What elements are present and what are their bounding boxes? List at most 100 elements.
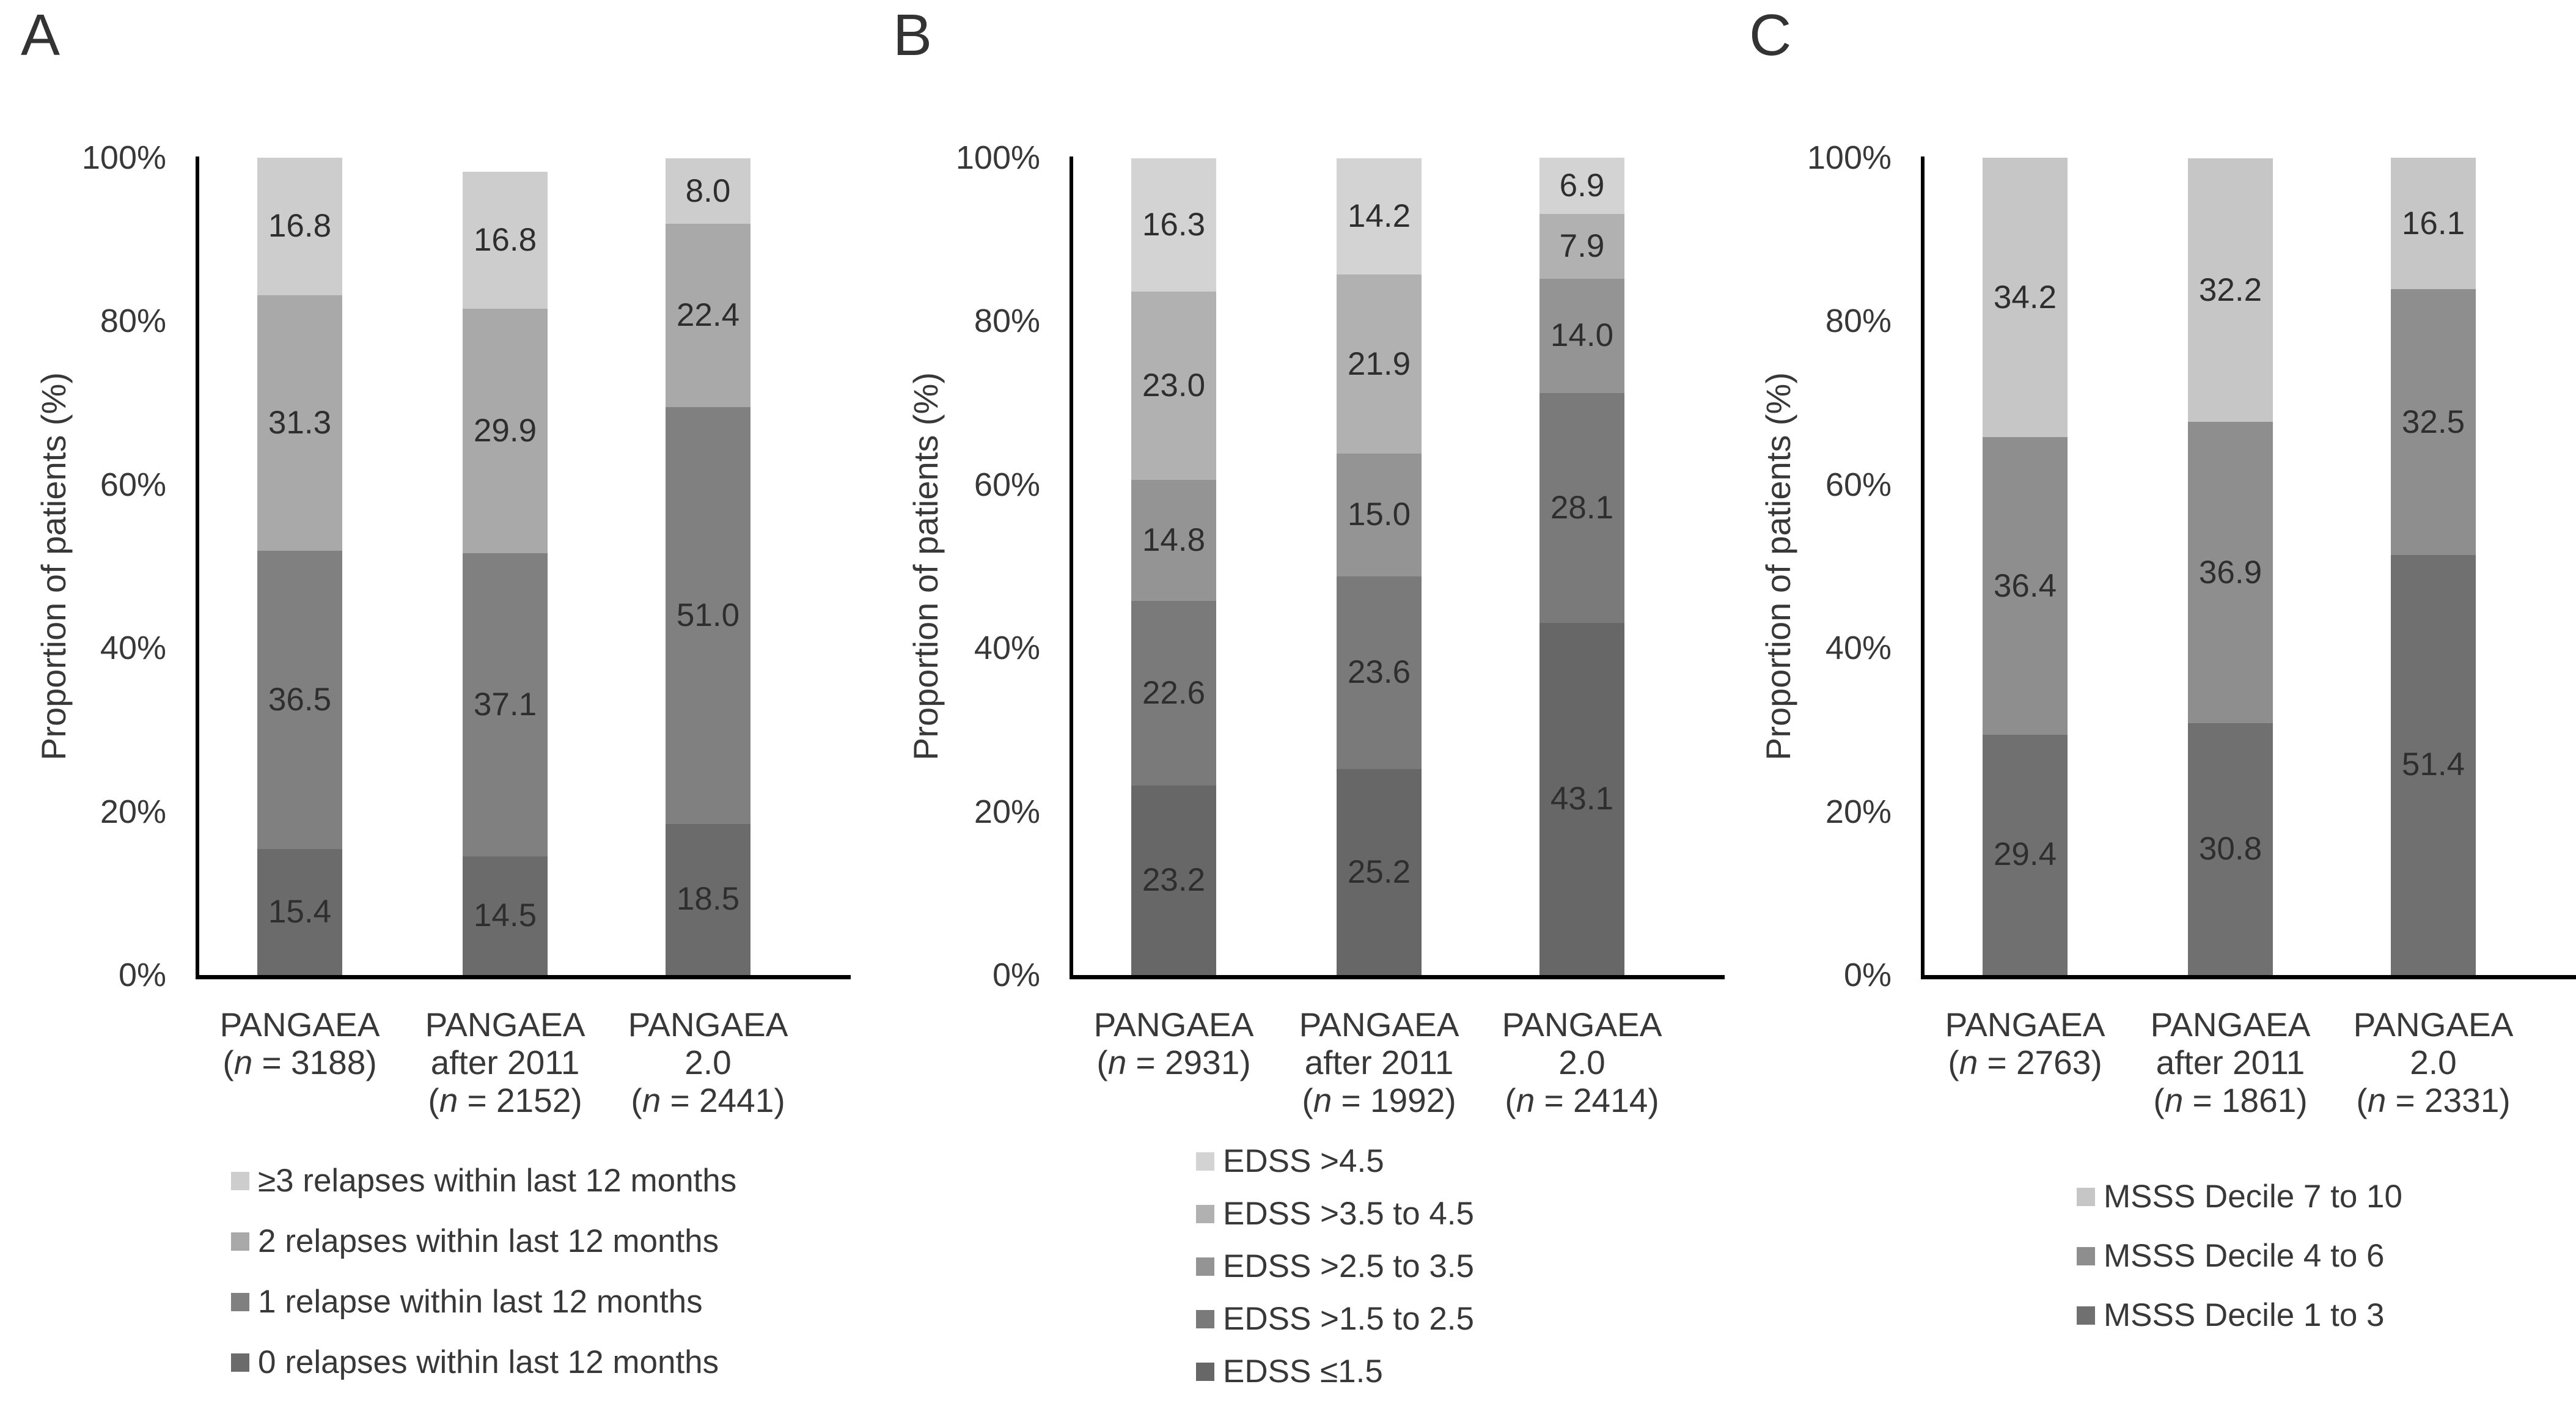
legend-swatch [2077, 1247, 2095, 1265]
legend-label: 0 relapses within last 12 months [258, 1344, 719, 1380]
panel-c: C Proportion of patients (%) 0% 20% 40% 60%… [1717, 0, 2576, 1417]
y-axis-line [196, 156, 199, 979]
segment-value-label: 51.0 [676, 597, 740, 633]
y-tick-label: 80% [1825, 303, 1892, 340]
bar-segment [666, 407, 750, 824]
segment-value-label: 14.2 [1347, 198, 1411, 235]
category-label: PANGAEA after 2011 (n = 1992) [1299, 1006, 1459, 1119]
bar-segment [1539, 622, 1624, 975]
bar-segment [1539, 278, 1624, 394]
bar-segment [257, 295, 342, 551]
legend-item: 1 relapse within last 12 months [231, 1284, 703, 1320]
y-tick-label: 60% [1825, 466, 1892, 503]
legend-swatch [2077, 1188, 2095, 1206]
bar-segment [1131, 785, 1216, 975]
legend-item: 0 relapses within last 12 months [231, 1344, 719, 1381]
segment-value-label: 15.4 [268, 894, 332, 930]
segment-value-label: 14.0 [1550, 317, 1614, 354]
legend-label: EDSS ≤1.5 [1223, 1353, 1383, 1389]
segment-value-label: 6.9 [1559, 167, 1605, 204]
bar-segment [1337, 453, 1422, 576]
segment-value-label: 32.5 [2401, 403, 2465, 440]
y-tick-label: 0% [1843, 957, 1892, 993]
legend-item: MSSS Decile 1 to 3 [2077, 1297, 2385, 1334]
bar-segment [257, 158, 342, 295]
segment-value-label: 36.4 [1993, 567, 2057, 604]
y-tick-label: 40% [974, 630, 1040, 667]
bar-segment [1539, 158, 1624, 215]
legend-swatch [1196, 1205, 1214, 1223]
bar-segment [1983, 158, 2068, 438]
segment-value-label: 29.4 [1993, 836, 2057, 873]
y-tick-label: 0% [118, 957, 166, 993]
bar-segment [666, 224, 750, 407]
panel-letter: A [21, 2, 61, 68]
bar-segment [463, 171, 548, 309]
segment-value-label: 37.1 [473, 686, 537, 723]
plot-area-a: 0% 20% 40% 60% 80% 100% 15.4 36.5 31.3 16.8 PANGAE… [0, 0, 859, 1417]
segment-value-label: 43.1 [1550, 780, 1614, 817]
legend-item: EDSS >4.5 [1196, 1143, 1384, 1180]
panel-letter: C [1749, 2, 1792, 68]
segment-value-label: 14.5 [473, 897, 537, 934]
panel-b: B Proportion of patients (%) 0% 20% 40% 60%… [859, 0, 1725, 1417]
bar-segment [2188, 723, 2273, 975]
y-tick-label: 100% [1807, 139, 1892, 176]
bar-segment [257, 849, 342, 975]
y-tick-label: 100% [81, 139, 166, 176]
x-axis-line [1070, 975, 1725, 979]
bar-segment [1131, 600, 1216, 786]
y-tick-label: 20% [1825, 793, 1892, 830]
y-tick-label: 40% [100, 630, 166, 667]
legend-label: ≥3 relapses within last 12 months [258, 1163, 737, 1199]
y-tick-label: 20% [974, 793, 1040, 830]
legend-item: EDSS ≤1.5 [1196, 1353, 1383, 1390]
bar-segment [1131, 292, 1216, 480]
segment-value-label: 22.4 [676, 297, 740, 334]
segment-value-label: 36.5 [268, 682, 332, 718]
bar-segment [1539, 393, 1624, 623]
category-label: PANGAEA (n = 2931) [1093, 1006, 1254, 1081]
plot-area-c: 0% 20% 40% 60% 80% 100% 29.4 36.4 34.2 PANGAEA (n … [1717, 0, 2576, 1417]
segment-value-label: 28.1 [1550, 489, 1614, 526]
bar-segment [1131, 158, 1216, 292]
category-label: PANGAEA (n = 2763) [1945, 1006, 2105, 1081]
legend-item: MSSS Decile 7 to 10 [2077, 1179, 2402, 1215]
category-label: PANGAEA after 2011 (n = 1861) [2150, 1006, 2311, 1119]
segment-value-label: 16.3 [1142, 207, 1206, 243]
y-tick-label: 20% [100, 793, 166, 830]
legend-label: EDSS >2.5 to 3.5 [1223, 1248, 1475, 1284]
segment-value-label: 22.6 [1142, 674, 1206, 711]
segment-value-label: 51.4 [2401, 746, 2465, 783]
legend-label: MSSS Decile 7 to 10 [2104, 1179, 2403, 1215]
legend-swatch [2077, 1306, 2095, 1325]
legend-item: EDSS >1.5 to 2.5 [1196, 1301, 1474, 1338]
y-axis-line [1921, 156, 1925, 979]
legend-swatch [231, 1293, 249, 1311]
bar-segment [463, 309, 548, 554]
bar-segment [257, 551, 342, 850]
legend-item: EDSS >2.5 to 3.5 [1196, 1248, 1474, 1285]
legend-label: 1 relapse within last 12 months [258, 1284, 703, 1320]
segment-value-label: 36.9 [2198, 554, 2262, 591]
y-tick-label: 60% [100, 466, 166, 503]
bar-segment [1337, 274, 1422, 454]
legend-item: 2 relapses within last 12 months [231, 1223, 719, 1260]
x-axis-line [1921, 975, 2576, 979]
bar-segment [2391, 289, 2476, 555]
segment-value-label: 21.9 [1347, 345, 1411, 382]
y-tick-label: 0% [992, 957, 1040, 993]
segment-value-label: 23.6 [1347, 654, 1411, 691]
bar-segment [666, 158, 750, 224]
y-tick-label: 100% [955, 139, 1040, 176]
category-label: PANGAEA 2.0 (n = 2414) [1502, 1006, 1662, 1119]
legend-label: EDSS >4.5 [1223, 1143, 1384, 1179]
y-tick-label: 80% [100, 303, 166, 340]
bar-segment [1539, 214, 1624, 279]
legend-label: EDSS >3.5 to 4.5 [1223, 1196, 1475, 1232]
y-axis-line [1070, 156, 1073, 979]
bar-segment [1983, 734, 2068, 975]
category-label: PANGAEA 2.0 (n = 2441) [628, 1006, 788, 1119]
panel-letter: B [893, 2, 933, 68]
y-tick-label: 60% [974, 466, 1040, 503]
